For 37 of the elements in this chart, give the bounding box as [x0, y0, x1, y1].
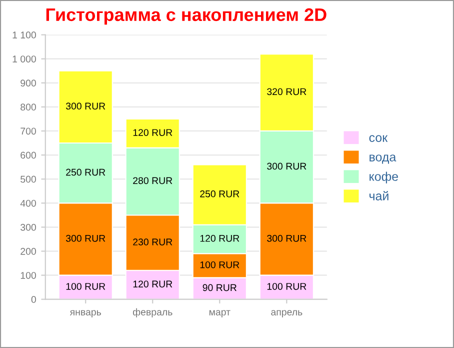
y-tick-label: 0	[31, 296, 36, 303]
x-tick-label: апрель	[271, 310, 302, 318]
data-label: 120 RUR	[133, 129, 172, 136]
data-label: 300 RUR	[267, 234, 306, 242]
data-label: 250 RUR	[200, 190, 240, 198]
data-label: 280 RUR	[133, 177, 172, 184]
y-tick-label: 900	[20, 80, 36, 87]
legend-label: чай	[370, 190, 388, 200]
y-tick-label: 300	[20, 224, 36, 231]
data-label: 100 RUR	[66, 282, 106, 290]
data-label: 300 RUR	[66, 102, 106, 110]
data-label: 120 RUR	[200, 234, 240, 242]
legend-label: кофе	[370, 172, 398, 184]
y-tick-label: 400	[20, 200, 36, 207]
chart-title: Гистограмма с накоплением 2D	[46, 8, 326, 25]
data-label: 90 RUR	[202, 284, 236, 292]
data-label: 100 RUR	[267, 282, 306, 290]
y-tick-label: 500	[20, 176, 36, 183]
x-tick-label: март	[209, 310, 230, 318]
y-tick-label: 1 000	[12, 56, 36, 62]
y-tick-label: 1 100	[12, 32, 36, 38]
data-label: 250 RUR	[66, 168, 106, 176]
legend-label: вода	[370, 154, 396, 164]
y-tick-label: 600	[20, 152, 36, 159]
y-tick-label: 100	[20, 272, 36, 279]
data-label: 320 RUR	[267, 88, 306, 96]
legend-label: сок	[369, 135, 388, 142]
x-tick-label: февраль	[132, 308, 172, 318]
x-tick-label: январь	[70, 310, 101, 318]
data-label: 120 RUR	[133, 280, 172, 288]
y-tick-label: 700	[20, 128, 36, 135]
data-label: 100 RUR	[200, 261, 240, 268]
data-label: 300 RUR	[66, 234, 106, 242]
y-tick-label: 800	[20, 104, 36, 111]
y-tick-label: 200	[20, 248, 36, 255]
data-label: 300 RUR	[267, 162, 306, 170]
data-label: 230 RUR	[133, 238, 172, 246]
